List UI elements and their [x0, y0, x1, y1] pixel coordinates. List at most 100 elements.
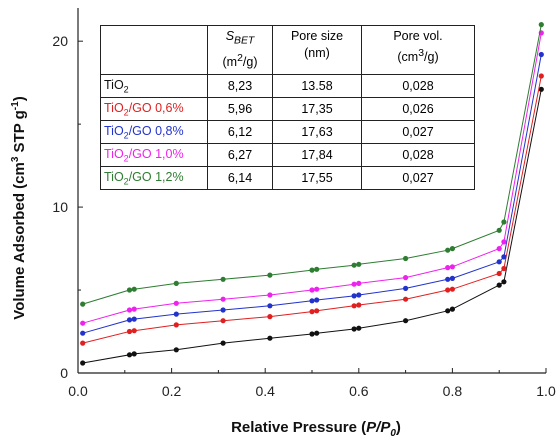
- pore-volume-cell: 0,027: [361, 120, 475, 144]
- data-point: [445, 276, 451, 282]
- data-point: [403, 285, 409, 291]
- data-point: [80, 360, 86, 366]
- data-point: [220, 318, 226, 324]
- sbet-cell: 6,12: [207, 120, 273, 144]
- series-line: [82, 32, 542, 324]
- data-point: [449, 246, 455, 252]
- table-row: TiO2/GO 1,0% 6,27 17,84 0,028: [100, 143, 475, 167]
- data-point: [445, 265, 451, 271]
- data-point: [80, 301, 86, 307]
- data-point: [126, 287, 133, 293]
- data-point: [131, 351, 137, 357]
- series-line: [82, 89, 542, 364]
- data-point: [173, 280, 179, 286]
- data-point: [314, 266, 320, 272]
- sbet-cell: 6,27: [207, 143, 273, 167]
- data-point: [501, 219, 507, 225]
- data-point: [351, 293, 357, 299]
- sample-name-cell: TiO2/GO 0,8%: [100, 120, 208, 144]
- data-point: [267, 314, 273, 320]
- data-point: [496, 246, 502, 252]
- data-point: [356, 302, 362, 308]
- pore-volume-cell: 0,028: [361, 74, 475, 98]
- table-row: TiO2 8,23 13.58 0,028: [100, 74, 475, 98]
- data-point: [309, 298, 315, 304]
- header-sbet: SBET (m2/g): [207, 25, 273, 75]
- data-point: [80, 340, 86, 346]
- sample-name-cell: TiO2/GO 1,2%: [100, 166, 208, 190]
- data-point: [314, 308, 320, 314]
- data-point: [220, 340, 226, 346]
- data-point: [314, 297, 320, 303]
- y-axis-title: Volume Adsorbed (cm3 STP g-1): [10, 96, 28, 319]
- data-point: [131, 306, 137, 312]
- pore-size-cell: 17,84: [272, 143, 362, 167]
- data-point: [80, 320, 86, 326]
- y-tick-label: 10: [52, 199, 68, 215]
- x-tick-label: 0.0: [68, 383, 88, 399]
- header-pore-volume: Pore vol. (cm3/g): [361, 25, 475, 75]
- sample-name-cell: TiO2: [100, 74, 208, 98]
- table-row: TiO2/GO 0,8% 6,12 17,63 0,027: [100, 120, 475, 144]
- data-point: [445, 287, 451, 293]
- data-point: [449, 306, 455, 312]
- series-line: [82, 54, 542, 334]
- data-point: [309, 267, 315, 273]
- data-point: [131, 328, 137, 334]
- y-tick-label: 20: [52, 33, 68, 49]
- x-axis-title: Relative Pressure (P/P0): [231, 419, 401, 439]
- data-point: [356, 280, 362, 286]
- data-point: [351, 326, 357, 332]
- data-point: [351, 281, 357, 287]
- pore-size-cell: 17,35: [272, 97, 362, 121]
- pore-size-cell: 17,55: [272, 166, 362, 190]
- pore-size-cell: 17,63: [272, 120, 362, 144]
- data-point: [445, 247, 451, 253]
- data-point: [309, 331, 315, 337]
- series-line: [82, 24, 542, 305]
- data-point: [501, 254, 507, 260]
- data-point: [501, 279, 507, 285]
- series-line: [82, 75, 542, 344]
- data-point: [496, 227, 502, 233]
- data-point: [267, 272, 273, 278]
- table-row: TiO2/GO 1,2% 6,14 17,55 0,027: [100, 166, 475, 190]
- data-point: [173, 347, 179, 353]
- data-point: [220, 276, 226, 282]
- sbet-cell: 5,96: [207, 97, 273, 121]
- header-sample: [100, 25, 208, 75]
- data-point: [449, 264, 455, 270]
- data-point: [501, 265, 507, 272]
- data-point: [126, 328, 133, 335]
- data-point: [220, 307, 226, 313]
- data-point: [173, 300, 179, 306]
- x-tick-label: 0.2: [162, 383, 182, 399]
- plot-area: 0.0 0.2 0.4 0.6 0.8 1.0 0 10 20: [52, 8, 556, 399]
- data-point: [314, 330, 320, 336]
- data-point: [131, 316, 137, 322]
- data-point: [309, 309, 315, 315]
- data-point: [501, 239, 507, 245]
- data-point: [314, 286, 320, 292]
- data-point: [538, 22, 544, 28]
- data-point: [496, 282, 502, 288]
- data-point: [309, 287, 315, 293]
- data-point: [538, 86, 544, 92]
- pore-size-cell: 13.58: [272, 74, 362, 98]
- data-point: [267, 292, 273, 298]
- data-point: [126, 317, 133, 323]
- data-point: [351, 303, 357, 309]
- data-point: [538, 73, 544, 79]
- data-point: [126, 352, 133, 358]
- data-point: [538, 51, 544, 58]
- data-point: [403, 318, 409, 324]
- data-point: [449, 286, 455, 292]
- x-tick-label: 1.0: [536, 383, 556, 399]
- data-point: [496, 259, 502, 265]
- data-point: [267, 335, 273, 341]
- data-point: [403, 275, 409, 281]
- data-point: [356, 325, 362, 331]
- table-row: TiO2/GO 0,6% 5,96 17,35 0,026: [100, 97, 475, 121]
- data-point: [403, 255, 409, 262]
